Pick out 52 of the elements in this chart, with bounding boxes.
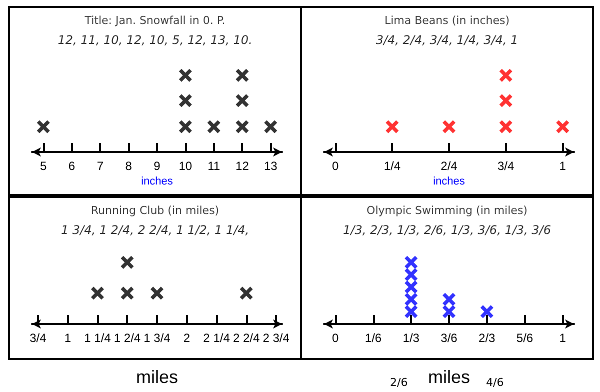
x-axis-title: inches bbox=[141, 176, 174, 188]
point bbox=[404, 268, 418, 282]
x-tick-label: 3/6 bbox=[440, 331, 458, 345]
x-tick-label: 12 bbox=[236, 159, 250, 173]
x-tick-label: 9 bbox=[154, 159, 161, 173]
x-tick-label: 7 bbox=[96, 159, 104, 173]
x-tick-label: 1/6 bbox=[364, 331, 382, 345]
point bbox=[404, 292, 418, 306]
x-tick-label: 1 bbox=[64, 331, 72, 345]
x-tick-label: 2 bbox=[183, 331, 190, 345]
text: 2/6 bbox=[390, 376, 408, 389]
chart-subtitle: 3/4, 2/4, 3/4, 1/4, 3/4, 1 bbox=[376, 33, 518, 47]
x-axis-title: inches bbox=[433, 176, 466, 188]
chart-subtitle: 1/3, 2/3, 1/3, 2/6, 1/3, 3/6, 1/3, 3/6 bbox=[343, 223, 552, 237]
x-tick-label: 2/3 bbox=[478, 331, 496, 345]
x-tick-label: 5/6 bbox=[516, 331, 534, 345]
x-tick-label: 5 bbox=[40, 159, 48, 173]
chart-title: Lima Beans (in inches) bbox=[384, 14, 510, 27]
x-tick-label: 3/4 bbox=[497, 159, 514, 173]
point bbox=[480, 305, 494, 318]
x-tick-label: 2 1/4 bbox=[203, 331, 230, 345]
x-tick-label: 1/3 bbox=[402, 331, 420, 345]
chart-title: Title: Jan. Snowfall in 0. P. bbox=[84, 14, 226, 27]
x-tick-label: 11 bbox=[208, 159, 220, 173]
x-tick-label: 6 bbox=[68, 159, 76, 173]
x-tick-label: 1 2/4 bbox=[114, 331, 141, 345]
x-tick-label: 0 bbox=[332, 331, 340, 345]
point bbox=[442, 292, 456, 306]
x-tick-label: 2/4 bbox=[440, 159, 458, 173]
x-tick-label: 1/4 bbox=[384, 159, 401, 173]
x-tick-label: 3/4 bbox=[30, 331, 47, 345]
x-tick-label: 13 bbox=[264, 159, 278, 173]
x-tick-label: 10 bbox=[178, 159, 192, 173]
point bbox=[404, 256, 418, 269]
chart-title: Olympic Swimming (in miles) bbox=[366, 204, 528, 217]
chart-subtitle: 1 3/4, 1 2/4, 2 2/4, 1 1/2, 1 1/4, bbox=[60, 223, 250, 237]
point bbox=[404, 280, 418, 294]
x-axis-title: miles bbox=[428, 367, 470, 387]
text: 4/6 bbox=[486, 376, 504, 389]
x-tick-label: 0 bbox=[332, 159, 340, 173]
x-tick-label: 1 bbox=[559, 331, 566, 345]
x-tick-label: 2 2/4 bbox=[232, 331, 260, 345]
chart-subtitle: 12, 11, 10, 12, 10, 5, 12, 13, 10. bbox=[58, 33, 252, 47]
x-tick-label: 1 bbox=[559, 159, 566, 173]
x-tick-label: 8 bbox=[125, 159, 132, 173]
x-tick-label: 2 3/4 bbox=[262, 331, 290, 345]
x-tick-label: 1 3/4 bbox=[144, 331, 171, 345]
x-tick-label: 1 1/4 bbox=[84, 331, 112, 345]
x-axis-title: miles bbox=[136, 367, 178, 387]
point bbox=[404, 305, 418, 318]
chart-title: Running Club (in miles) bbox=[90, 204, 220, 217]
point bbox=[442, 305, 456, 318]
